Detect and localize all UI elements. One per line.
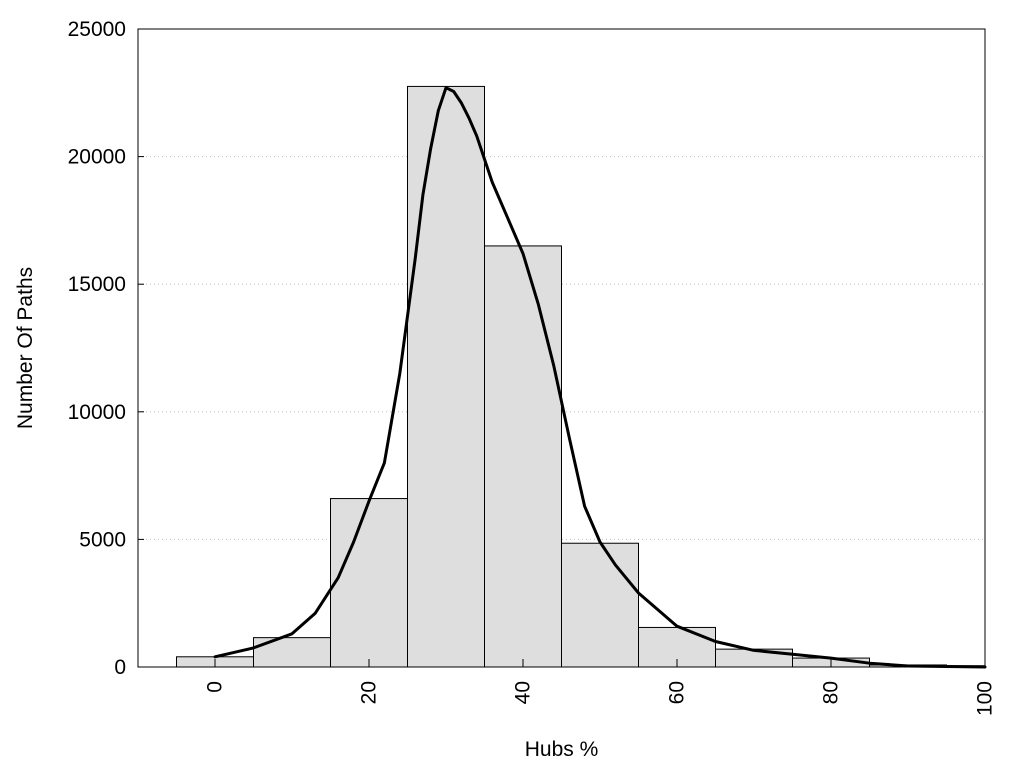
x-axis-title: Hubs %	[525, 738, 599, 761]
plot-frame	[137, 28, 986, 668]
histogram-bar	[330, 498, 408, 668]
x-tick-label: 60	[666, 681, 689, 704]
histogram-bar	[407, 85, 485, 668]
y-axis-title: Number Of Paths	[14, 267, 37, 429]
x-tick-label: 40	[512, 681, 535, 704]
density-curve	[213, 86, 987, 669]
histogram-bars	[176, 85, 986, 668]
y-tick-label: 0	[114, 656, 126, 679]
y-tick-label: 15000	[68, 273, 126, 296]
y-tick-label: 5000	[79, 528, 126, 551]
x-tick-label: 0	[204, 681, 227, 693]
x-tick-label: 80	[820, 681, 843, 704]
histogram-bar	[484, 245, 562, 668]
histogram-bar	[253, 637, 331, 668]
x-tick-label: 100	[974, 681, 997, 716]
x-tick-label: 20	[358, 681, 381, 704]
y-tick-label: 10000	[68, 401, 126, 424]
axis-ticks: 0 5000 10000 15000 20000 25000 0 20 40 60 80 100	[68, 18, 997, 716]
density-curve-layer	[213, 86, 987, 669]
y-tick-label: 20000	[68, 146, 126, 169]
y-tick-label: 25000	[68, 18, 126, 41]
histogram-bar	[561, 542, 639, 668]
